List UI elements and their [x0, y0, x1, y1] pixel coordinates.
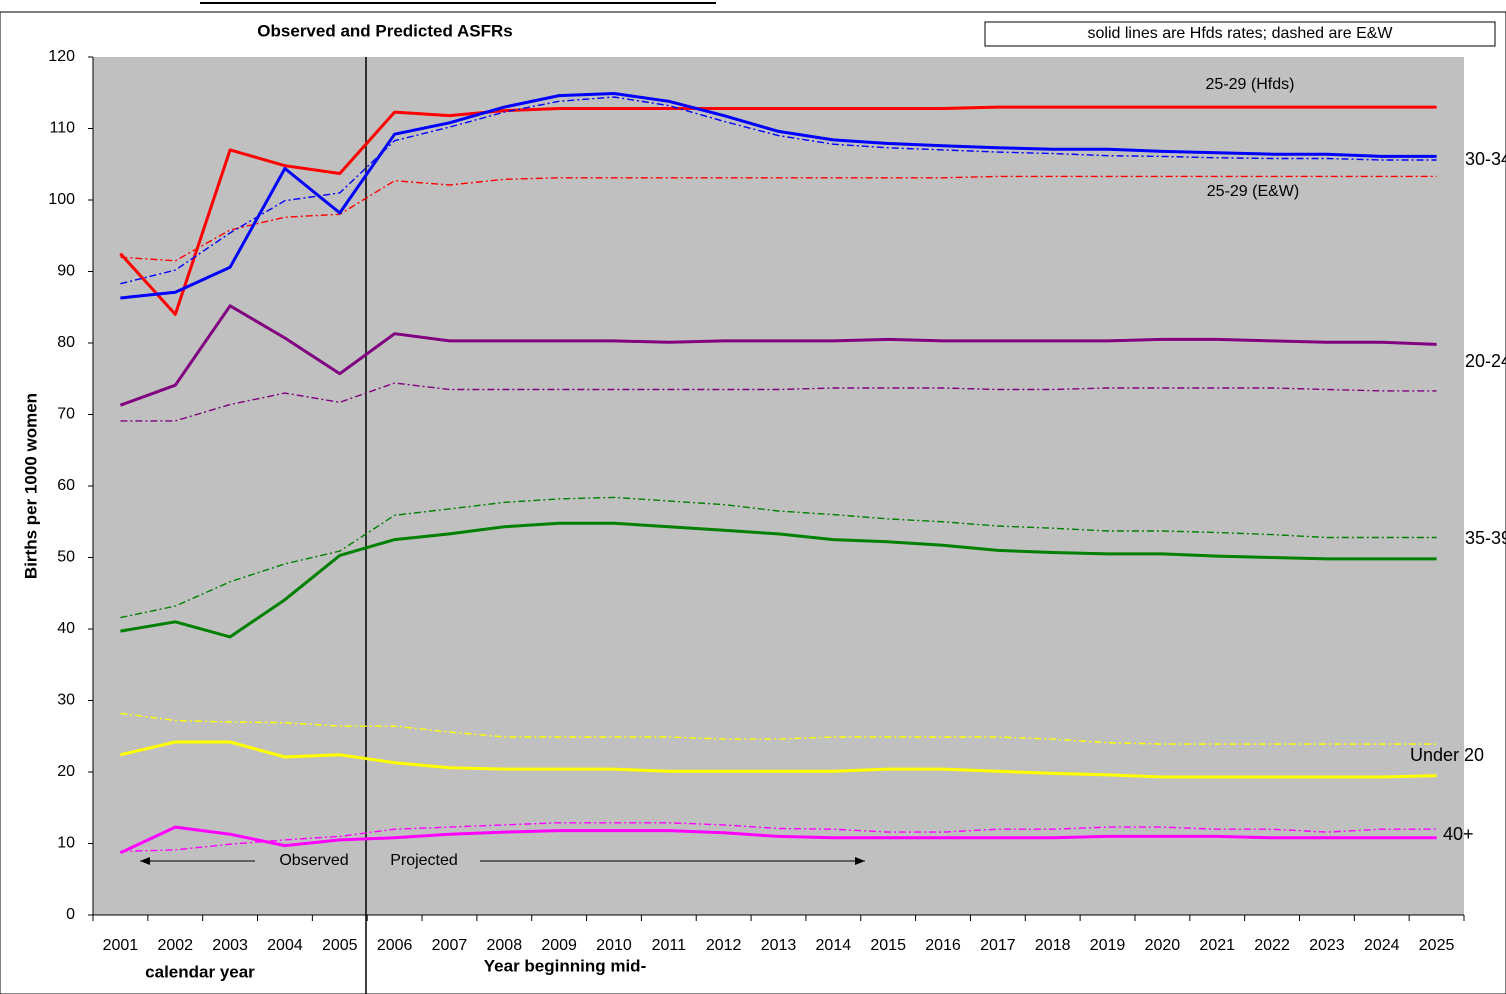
x-tick-label: 2008 [487, 937, 523, 954]
y-tick-label: 40 [57, 620, 75, 637]
y-tick-label: 10 [57, 835, 75, 852]
series-label: 25-29 (Hfds) [1206, 76, 1295, 93]
y-tick-label: 80 [57, 334, 75, 351]
series-line [119, 825, 1437, 855]
x-tick-label: 2007 [432, 937, 468, 954]
arrow-head [140, 857, 150, 865]
note-box [984, 21, 1496, 47]
x-tick-label: 2005 [322, 937, 358, 954]
y-tick-label: 60 [57, 477, 75, 494]
x-tick-label: 2009 [541, 937, 577, 954]
x-tick-label: 2022 [1254, 937, 1290, 954]
x-tick-label: 2001 [103, 937, 139, 954]
x-tick-label: 2016 [925, 937, 961, 954]
x-tick-label: 2011 [652, 937, 687, 954]
series-line [120, 521, 1437, 639]
x-tick-label: 2023 [1309, 937, 1345, 954]
note: solid lines are Hfds rates; dashed are E… [1087, 25, 1393, 42]
observed-label: Observed [279, 852, 348, 869]
x-tick-label: 2019 [1090, 937, 1126, 954]
series-label: 35-39 [1465, 528, 1506, 548]
x-tick-label: 2012 [706, 937, 742, 954]
arrow-head [855, 857, 865, 865]
x-tick-label: 2014 [816, 937, 852, 954]
x-tick-label: 2013 [761, 937, 797, 954]
y-tick-label: 110 [49, 120, 75, 137]
x-tick-label: 2003 [212, 937, 248, 954]
y-tick-label: 50 [57, 549, 75, 566]
chart-title: Observed and Predicted ASFRs [257, 21, 512, 40]
series-line [120, 822, 1437, 853]
y-tick-label: 90 [57, 263, 75, 280]
series-line [120, 712, 1437, 745]
y-tick-label: 120 [48, 48, 75, 65]
series-line [120, 740, 1437, 779]
x-tick-label: 2006 [377, 937, 413, 954]
x-tick-label: 2021 [1199, 937, 1235, 954]
x-tick-label: 2002 [157, 937, 193, 954]
series-label: Under 20 [1410, 745, 1484, 765]
x-tick-label: 2020 [1145, 937, 1181, 954]
y-tick-label: 70 [57, 406, 75, 423]
x-axis-label: Year beginning mid- [484, 956, 646, 975]
series-label: 20-24 [1465, 351, 1506, 371]
x-tick-label: 2015 [870, 937, 906, 954]
series-line [119, 304, 1437, 407]
series-line [119, 105, 1437, 316]
x-tick-label: 2018 [1035, 937, 1071, 954]
series-line [120, 92, 1437, 300]
y-axis-label: Births per 1000 women [21, 393, 40, 579]
y-tick-label: 0 [66, 906, 75, 923]
x-tick-label: 2024 [1364, 937, 1400, 954]
series-label: 30-34 [1465, 149, 1506, 169]
series-line [120, 96, 1437, 285]
series-label: 40+ [1443, 824, 1474, 844]
x-axis-label-observed: calendar year [145, 962, 255, 981]
projected-label: Projected [390, 852, 458, 869]
y-tick-label: 30 [57, 692, 75, 709]
y-tick-label: 20 [57, 763, 75, 780]
x-tick-label: 2004 [267, 937, 303, 954]
y-tick-label: 100 [48, 191, 75, 208]
x-tick-label: 2010 [596, 937, 632, 954]
series-label: 25-29 (E&W) [1207, 183, 1299, 200]
series-line [120, 382, 1437, 422]
series-line [120, 496, 1437, 619]
x-tick-label: 2025 [1419, 937, 1455, 954]
x-tick-label: 2017 [980, 937, 1016, 954]
